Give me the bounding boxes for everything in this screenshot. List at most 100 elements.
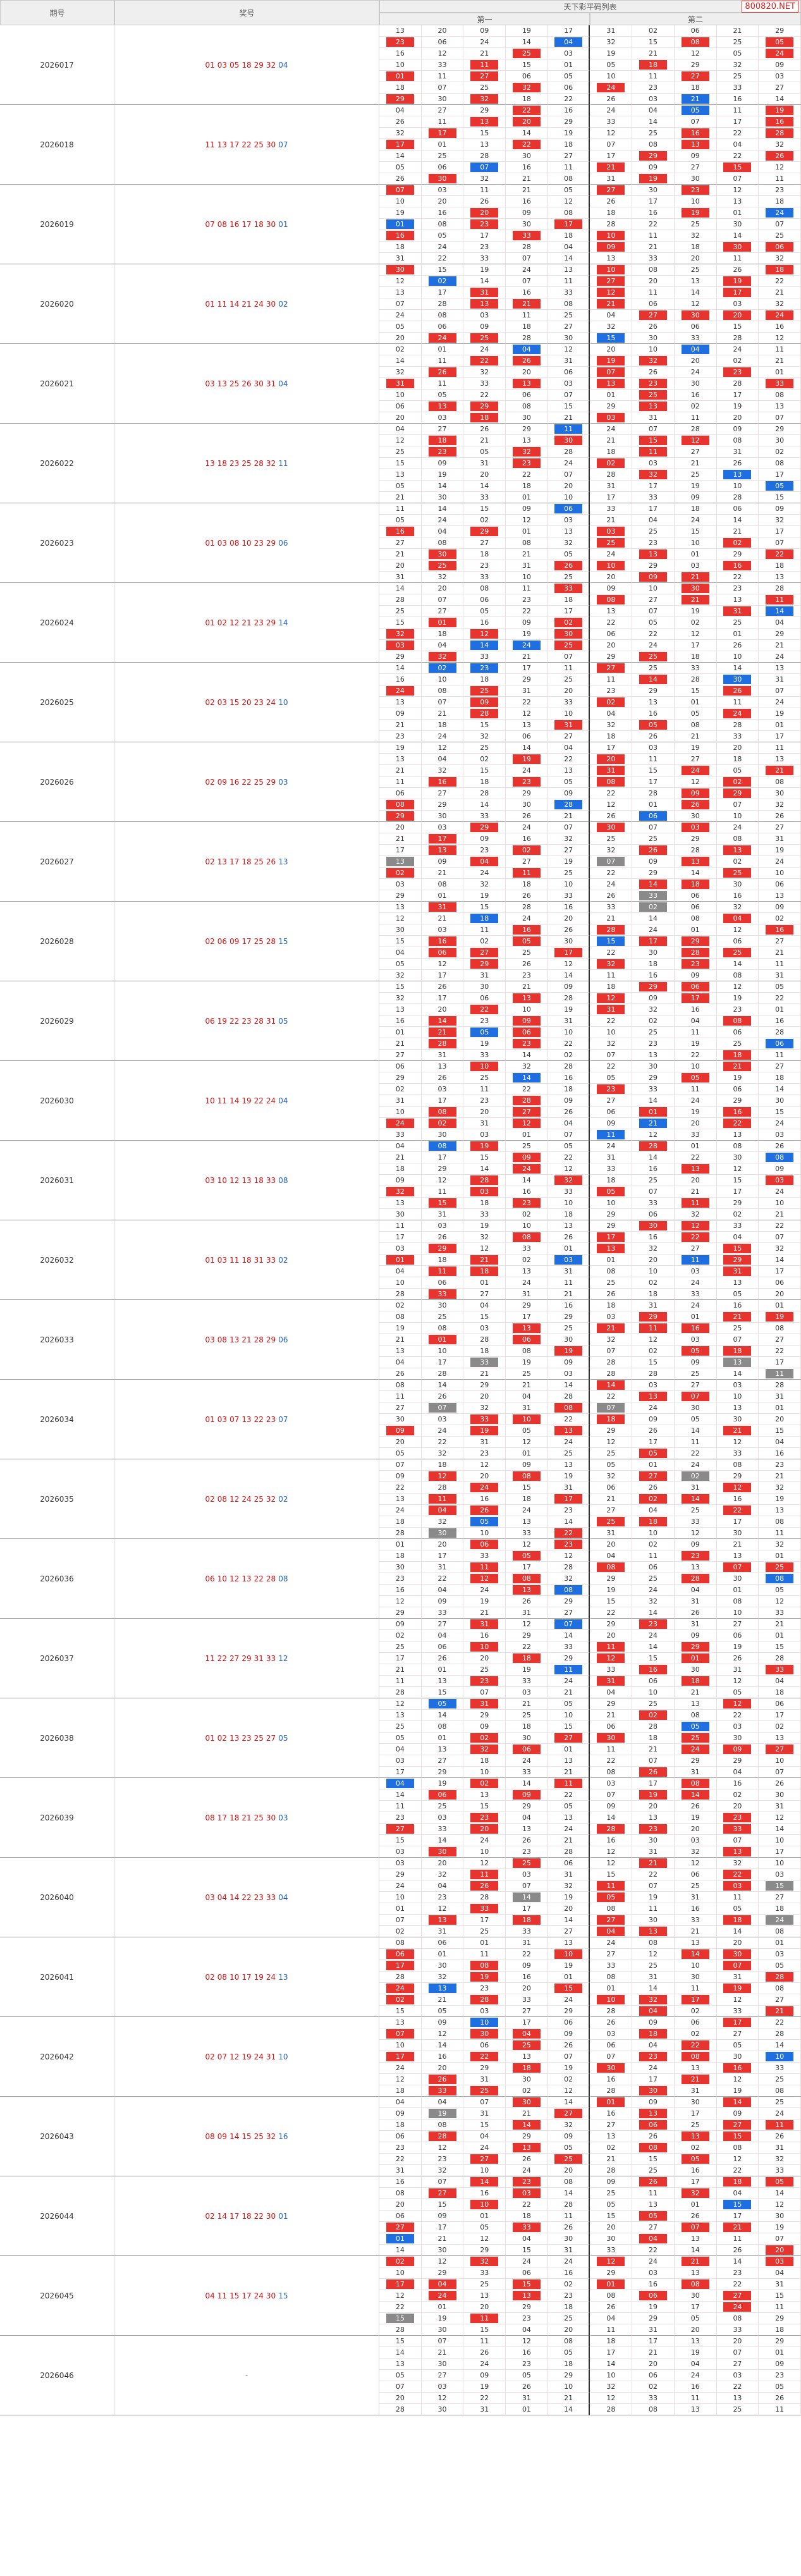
grid-cell: 33 xyxy=(547,287,590,298)
highlight-number: 30 xyxy=(639,1221,668,1230)
grid-cell: 29 xyxy=(421,1163,464,1175)
highlight-number: 29 xyxy=(639,151,668,161)
grid-cell: 17 xyxy=(421,128,464,139)
grid-cell: 14 xyxy=(590,2358,633,2370)
grid-number: 33 xyxy=(606,118,616,126)
winning-number: 13 xyxy=(242,1574,252,1583)
grid-cell: 04 xyxy=(547,242,590,253)
grid-cell: 25 xyxy=(716,1323,759,1334)
grid-number: 13 xyxy=(775,892,785,900)
grid-number: 11 xyxy=(564,1279,573,1287)
grid-cell: 03 xyxy=(421,924,464,936)
grid-number: 22 xyxy=(606,1062,616,1070)
grid-cell: 13 xyxy=(674,856,717,868)
grid-number: 19 xyxy=(522,1358,531,1366)
grid-cell: 13 xyxy=(759,663,801,674)
highlight-number: 06 xyxy=(428,1790,456,1800)
winning-number: 25 xyxy=(254,1813,264,1822)
grid-cell: 04 xyxy=(379,105,422,116)
highlight-number: 28 xyxy=(681,948,709,957)
grid-cell: 09 xyxy=(759,2358,801,2370)
grid-number: 22 xyxy=(564,1415,573,1423)
grid-number: 21 xyxy=(522,1381,531,1389)
grid-number: 10 xyxy=(690,1062,700,1070)
winning-number: 04 xyxy=(205,2291,215,2300)
grid-cell: 24 xyxy=(674,1459,717,1471)
grid-cell: 21 xyxy=(421,2347,464,2358)
grid-number: 15 xyxy=(649,38,658,46)
highlight-number: 02 xyxy=(723,538,752,548)
winning-number: 25 xyxy=(254,777,264,787)
grid-cell: 24 xyxy=(421,242,464,253)
grid-cell: 31 xyxy=(632,1972,675,1983)
grid-number: 21 xyxy=(395,1040,405,1048)
highlight-number: 07 xyxy=(386,185,414,195)
winning-number: 16 xyxy=(278,2131,288,2141)
highlight-number: 13 xyxy=(386,857,414,866)
grid-cell: 18 xyxy=(590,207,633,219)
grid-cell: 09 xyxy=(716,2108,759,2119)
grid-cell: 16 xyxy=(547,1300,590,1311)
grid-number: 31 xyxy=(522,2394,531,2402)
highlight-number: 05 xyxy=(597,1892,625,1902)
grid-cell: 19 xyxy=(632,1789,675,1801)
grid-cell: 13 xyxy=(674,2131,717,2142)
grid-number: 02 xyxy=(606,2144,616,2152)
grid-cell: 10 xyxy=(590,1198,633,1209)
grid-number: 28 xyxy=(437,300,447,308)
highlight-number: 02 xyxy=(386,868,414,878)
grid-cell: 19 xyxy=(547,1892,590,1903)
grid-number: 13 xyxy=(522,1825,531,1833)
grid-cell: 24 xyxy=(716,708,759,720)
grid-cell: 17 xyxy=(590,2347,633,2358)
grid-cell: 11 xyxy=(759,344,801,355)
grid-number: 33 xyxy=(564,1643,573,1651)
grid-cell: 22 xyxy=(506,105,548,116)
grid-number: 29 xyxy=(522,675,531,684)
grid-cell: 21 xyxy=(759,1209,801,1220)
highlight-number: 14 xyxy=(512,1073,541,1083)
grid-cell: 11 xyxy=(547,162,590,173)
grid-number: 16 xyxy=(606,2109,616,2118)
grid-cell: 30 xyxy=(716,219,759,230)
grid-cell: 25 xyxy=(632,1698,675,1710)
highlight-number: 32 xyxy=(470,1745,499,1754)
grid-number: 02 xyxy=(649,1540,658,1549)
grid-number: 22 xyxy=(733,1711,742,1719)
grid-number: 06 xyxy=(649,1677,658,1685)
grid-number: 28 xyxy=(733,334,742,342)
grid-number: 24 xyxy=(775,1119,785,1127)
highlight-number: 30 xyxy=(723,1949,752,1959)
grid-cell: 31 xyxy=(463,970,506,981)
grid-cell: 27 xyxy=(463,71,506,82)
grid-number: 31 xyxy=(775,2280,785,2288)
grid-number: 25 xyxy=(690,1882,700,1890)
grid-cell: 03 xyxy=(506,2188,548,2199)
highlight-number: 13 xyxy=(428,1915,456,1925)
grid-number: 02 xyxy=(395,1927,405,1935)
grid-number: 01 xyxy=(564,61,573,69)
grid-number: 05 xyxy=(733,1904,742,1913)
winning-number: 13 xyxy=(278,1972,288,1982)
grid-number: 13 xyxy=(690,2405,700,2413)
grid-number: 12 xyxy=(606,800,616,809)
grid-number: 05 xyxy=(395,482,405,490)
grid-cell: 17 xyxy=(632,1437,675,1448)
grid-number: 29 xyxy=(649,869,658,877)
grid-cell: 20 xyxy=(759,1414,801,1425)
grid-cell: 11 xyxy=(590,2324,633,2336)
highlight-number: 08 xyxy=(470,1961,499,1970)
grid-cell: 11 xyxy=(379,1676,422,1687)
grid-number: 16 xyxy=(395,49,405,58)
grid-cell: 10 xyxy=(590,1994,633,2006)
grid-cell: 32 xyxy=(421,1516,464,1528)
grid-number: 13 xyxy=(522,2052,531,2061)
grid-cell: 14 xyxy=(421,2040,464,2051)
winning-number: 11 xyxy=(229,1255,240,1265)
grid-cell: 01 xyxy=(463,1277,506,1289)
winning-number: 19 xyxy=(254,1972,264,1982)
grid-number: 04 xyxy=(522,2326,531,2334)
grid-number: 30 xyxy=(564,2235,573,2243)
grid-cell: 10 xyxy=(716,1391,759,1402)
grid-cell: 05 xyxy=(463,2222,506,2233)
